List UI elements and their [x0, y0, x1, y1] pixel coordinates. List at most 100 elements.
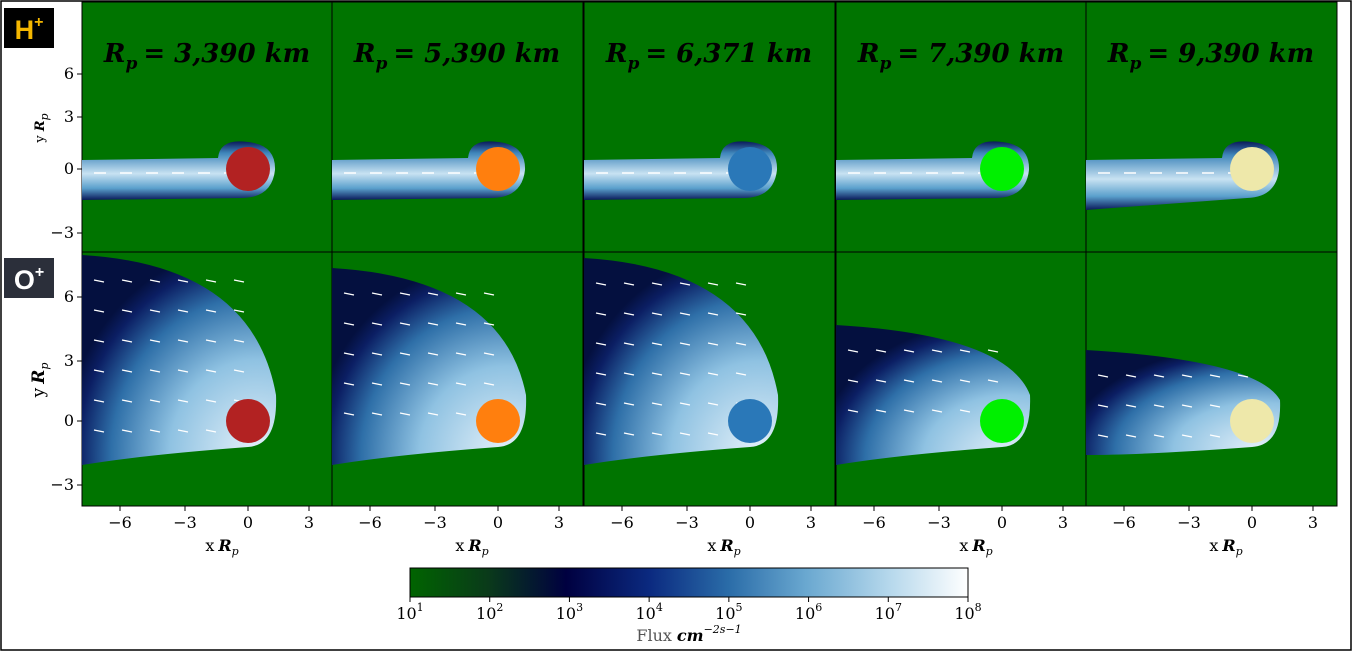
flow-arrow — [371, 412, 383, 416]
text-part: + — [34, 14, 43, 31]
planet — [226, 147, 270, 191]
text-part: −6 — [610, 513, 634, 532]
flow-arrow — [399, 412, 411, 416]
text-part: 0 — [997, 513, 1007, 532]
x-axis-label: x Rp — [707, 536, 740, 558]
text-part: 0 — [745, 513, 755, 532]
y-axis-label: yRp — [33, 113, 51, 143]
flow-arrow — [233, 309, 245, 313]
text-part: 0 — [1247, 513, 1257, 532]
colorbar-tick-label: 108 — [954, 601, 981, 623]
flow-arrow — [679, 342, 691, 346]
colorbar — [409, 567, 969, 598]
x-tick-label: 3 — [806, 513, 816, 532]
plume — [82, 255, 277, 465]
text-part: 0 — [243, 513, 253, 532]
text-part: p — [879, 54, 891, 74]
y-tick-label: 3 — [64, 107, 74, 126]
y-tick-label: 0 — [64, 159, 74, 178]
flow-arrow — [651, 312, 663, 316]
flow-arrow — [931, 379, 943, 383]
text-part: R — [857, 39, 880, 69]
x-axis-label: x Rp — [959, 536, 992, 558]
flow-arrow — [651, 372, 663, 376]
flow-arrow — [1097, 404, 1109, 408]
text-part: 0 — [64, 159, 74, 178]
flow-arrow — [1209, 434, 1221, 438]
text-part: 3 — [1308, 513, 1318, 532]
flow-arrow — [399, 322, 411, 326]
flow-arrow — [1097, 434, 1109, 438]
plume — [836, 141, 1030, 200]
flow-arrow — [623, 402, 635, 406]
text-part: 3 — [1058, 513, 1068, 532]
flow-arrow — [121, 279, 133, 283]
flow-arrow — [707, 312, 719, 316]
text-part: R — [467, 536, 481, 555]
flow-arrow — [875, 349, 887, 353]
flow-arrow — [483, 322, 495, 326]
text-part: 3 — [554, 513, 564, 532]
flow-arrow — [371, 382, 383, 386]
x-tick-label: 0 — [493, 513, 503, 532]
flow-arrow — [595, 282, 607, 286]
x-tick-label: −6 — [610, 513, 634, 532]
flow-arrow — [931, 409, 943, 413]
planet — [980, 399, 1024, 443]
flow-arrow — [371, 352, 383, 356]
flow-arrow — [679, 402, 691, 406]
flow-arrow — [93, 429, 105, 433]
text-part: = 3,390 km — [143, 39, 310, 69]
text-part: −3 — [927, 513, 951, 532]
text-part: 0 — [493, 513, 503, 532]
flow-arrow — [623, 432, 635, 436]
flow-arrow — [1181, 404, 1193, 408]
colorbar-tick-label: 102 — [476, 601, 503, 623]
planet — [1230, 399, 1274, 443]
flow-arrow — [987, 349, 999, 353]
text-part: −3 — [675, 513, 699, 532]
x-tick-label: 0 — [243, 513, 253, 532]
flow-arrow — [121, 309, 133, 313]
flow-arrow — [651, 432, 663, 436]
flow-arrow — [903, 409, 915, 413]
x-axis-label: x Rp — [1209, 536, 1242, 558]
flow-arrow — [177, 279, 189, 283]
flow-arrow — [455, 322, 467, 326]
text-part: −6 — [862, 513, 886, 532]
flow-arrow — [651, 342, 663, 346]
flow-arrow — [595, 432, 607, 436]
panels — [81, 1, 1338, 507]
planet — [728, 147, 772, 191]
text-part: R — [1107, 39, 1130, 69]
flow-arrow — [343, 382, 355, 386]
text-part: Flux — [636, 626, 672, 645]
flow-arrow — [847, 349, 859, 353]
flow-arrow — [679, 372, 691, 376]
plume — [1086, 141, 1280, 210]
text-part: 10 — [875, 604, 895, 623]
text-part: R — [605, 39, 628, 69]
x-tick-label: 3 — [1058, 513, 1068, 532]
planet — [728, 399, 772, 443]
panel-title: Rp = 5,390 km — [353, 39, 560, 74]
text-part: p — [232, 545, 239, 558]
text-part: 10 — [795, 604, 815, 623]
flow-arrow — [455, 382, 467, 386]
flow-arrow — [875, 379, 887, 383]
flow-arrow — [1181, 374, 1193, 378]
flow-arrow — [707, 402, 719, 406]
flow-arrow — [707, 282, 719, 286]
x-tick-label: −3 — [173, 513, 197, 532]
text-part: p — [627, 54, 639, 74]
flow-arrow — [1125, 404, 1137, 408]
colorbar-tick-label: 107 — [875, 601, 902, 623]
flow-arrow — [399, 382, 411, 386]
flow-arrow — [707, 432, 719, 436]
flow-arrow — [93, 279, 105, 283]
flow-arrow — [427, 352, 439, 356]
x-axis-label: x Rp — [455, 536, 488, 558]
flow-arrow — [1237, 374, 1249, 378]
panel-title: Rp = 3,390 km — [103, 39, 310, 74]
